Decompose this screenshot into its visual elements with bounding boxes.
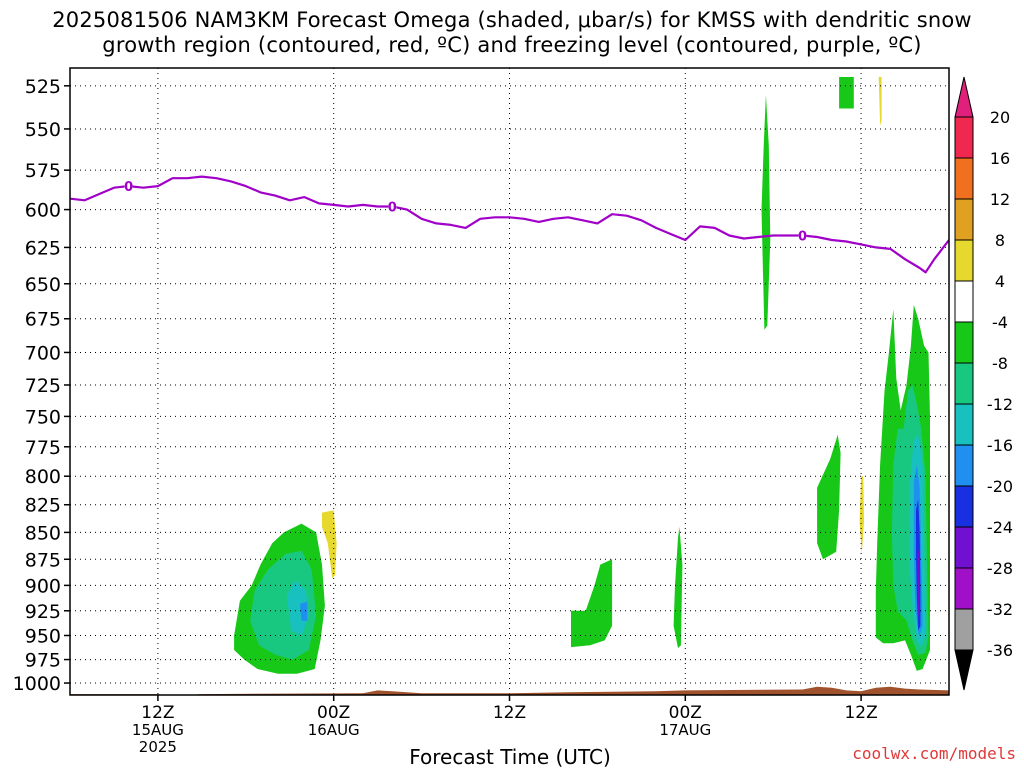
x-tick-label: 12Z xyxy=(844,703,877,723)
freezing-level-label: 0 xyxy=(124,180,133,195)
colorbar-bin xyxy=(954,403,974,446)
x-tick-label: 00Z xyxy=(317,703,350,723)
freezing-level-label-bg xyxy=(388,200,397,213)
plot-border xyxy=(69,67,950,696)
colorbar-bin xyxy=(954,485,974,528)
omega-region-8 xyxy=(839,77,854,109)
y-tick-label: 750 xyxy=(25,406,61,428)
colorbar-tick-label: -20 xyxy=(987,477,1013,496)
y-tick-label: 950 xyxy=(25,625,61,647)
freezing-level-layer: 0 0 0 xyxy=(70,175,949,274)
colorbar-tick-label: -8 xyxy=(992,354,1008,373)
omega-region-4 xyxy=(322,510,337,579)
x-tick-label: 15AUG xyxy=(132,721,184,739)
colorbar-bin xyxy=(954,567,974,610)
x-tick-label: 2025 xyxy=(139,738,177,756)
omega-region-11 xyxy=(859,476,864,554)
y-tick-label: 650 xyxy=(25,274,61,296)
chart-title-line-1: 2025081506 NAM3KM Forecast Omega (shaded… xyxy=(52,8,972,32)
colorbar-bin xyxy=(954,526,974,569)
terrain-fill xyxy=(70,686,949,695)
y-tick-label: 875 xyxy=(25,549,61,571)
colorbar-bin xyxy=(954,239,974,282)
colorbar: 20 16 12 8 4 -4 -8 -12 -16 -20 -24 -28 -32 -36 xyxy=(954,76,1013,691)
colorbar-bin xyxy=(954,157,974,200)
colorbar-bin xyxy=(954,362,974,405)
y-tick-label: 975 xyxy=(25,650,61,672)
y-tick-label: 575 xyxy=(25,160,61,182)
colorbar-tick-label: -28 xyxy=(987,559,1013,578)
y-tick-label: 925 xyxy=(25,601,61,623)
plot-frame xyxy=(69,67,950,696)
y-tick-label: 825 xyxy=(25,495,61,517)
omega-region-2 xyxy=(286,580,309,636)
colorbar-top-arrow xyxy=(954,76,974,118)
colorbar-tick-label: -4 xyxy=(992,313,1008,332)
omega-region-6 xyxy=(673,526,683,649)
freezing-level-line xyxy=(70,175,949,274)
y-tick-label: 700 xyxy=(25,342,61,364)
freezing-level-label: 0 xyxy=(388,200,397,215)
y-tick-label: 550 xyxy=(25,119,61,141)
colorbar-tick-label: 12 xyxy=(990,190,1010,209)
terrain-layer xyxy=(70,686,949,695)
y-tick-label: 625 xyxy=(25,237,61,259)
y-tick-label: 850 xyxy=(25,522,61,544)
y-tick-label: 525 xyxy=(25,76,61,98)
x-tick-label: 17AUG xyxy=(659,721,711,739)
x-axis-label: Forecast Time (UTC) xyxy=(409,745,611,769)
y-tick-label: 900 xyxy=(25,575,61,597)
freezing-level-label-bg xyxy=(798,229,807,242)
colorbar-tick-label: 20 xyxy=(990,108,1010,127)
grid-layer xyxy=(70,68,949,695)
x-tick-label: 00Z xyxy=(669,703,702,723)
colorbar-tick-label: -36 xyxy=(987,641,1013,660)
colorbar-tick-label: -32 xyxy=(987,600,1013,619)
y-tick-label: 1000 xyxy=(13,673,61,695)
y-tick-label: 600 xyxy=(25,200,61,222)
x-tick-label: 12Z xyxy=(141,703,174,723)
x-tick-label: 12Z xyxy=(493,703,526,723)
credit-link[interactable]: coolwx.com/models xyxy=(852,744,1016,763)
colorbar-bin xyxy=(954,444,974,487)
colorbar-bin xyxy=(954,116,974,159)
freezing-level-label-bg xyxy=(124,180,133,193)
omega-region-5 xyxy=(571,559,613,648)
colorbar-bin xyxy=(954,198,974,241)
omega-region-7 xyxy=(761,94,771,330)
colorbar-bin xyxy=(954,280,974,323)
y-tick-label: 725 xyxy=(25,375,61,397)
colorbar-tick-label: 4 xyxy=(995,272,1005,291)
y-tick-label: 775 xyxy=(25,437,61,459)
y-axis-ticks: 525 550 575 600 625 650 675 700 725 750 775 800 825 8… xyxy=(13,76,70,695)
omega-region-9 xyxy=(878,77,882,126)
freezing-level-label: 0 xyxy=(798,229,807,244)
omega-region-10 xyxy=(817,434,841,560)
omega-region-3 xyxy=(300,601,308,621)
colorbar-bottom-arrow xyxy=(954,649,974,691)
x-tick-label: 16AUG xyxy=(308,721,360,739)
colorbar-tick-label: -12 xyxy=(987,395,1013,414)
omega-shading-layer xyxy=(234,77,930,674)
y-tick-label: 800 xyxy=(25,466,61,488)
y-tick-label: 675 xyxy=(25,309,61,331)
omega-region-17 xyxy=(917,548,920,621)
colorbar-tick-label: -16 xyxy=(987,436,1013,455)
colorbar-bin xyxy=(954,321,974,364)
colorbar-tick-label: 8 xyxy=(995,231,1005,250)
colorbar-bin xyxy=(954,608,974,651)
colorbar-tick-label: -24 xyxy=(987,518,1013,537)
chart-title-line-2: growth region (contoured, red, ºC) and f… xyxy=(102,33,922,57)
colorbar-tick-label: 16 xyxy=(990,149,1010,168)
